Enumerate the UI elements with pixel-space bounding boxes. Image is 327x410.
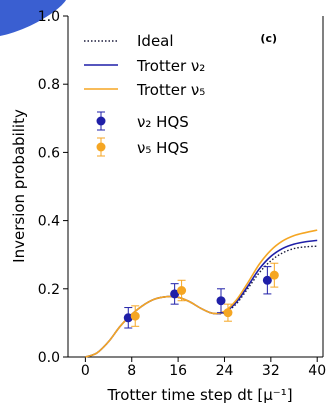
y-tick-label: 0.6 (38, 145, 60, 161)
x-axis-label: Trotter time step dt [μ⁻¹] (106, 386, 292, 404)
data-point (177, 286, 187, 296)
y-axis-label: Inversion probability (10, 109, 28, 263)
y-tick-label: 1.0 (38, 9, 60, 25)
legend-trotter-nu5-label: Trotter ν₅ (136, 81, 205, 99)
legend-nu2-hqs-label: ν₂ HQS (137, 113, 189, 131)
x-tick-label: 0 (81, 363, 90, 379)
errorbar-point-series4 (269, 262, 279, 288)
series-line-1 (85, 239, 318, 358)
header-band-fragment (0, 0, 66, 36)
errorbar-point-series4 (130, 305, 140, 327)
data-point (223, 308, 233, 318)
errorbar-point-series4 (177, 279, 187, 302)
errorbar-point-series4 (223, 303, 233, 322)
data-point (123, 313, 133, 323)
legend-nu2-hqs-marker (96, 111, 106, 131)
errorbar-point-series3 (262, 266, 272, 295)
series-line-2 (85, 229, 318, 358)
data-point (216, 296, 226, 306)
x-tick-label: 8 (127, 363, 136, 379)
series-line-0 (85, 245, 318, 358)
legend-nu5-hqs-label: ν₅ HQS (137, 139, 189, 157)
errorbar-point-series3 (216, 288, 226, 314)
x-tick-label: 32 (262, 363, 280, 379)
y-tick-label: 0.2 (38, 282, 60, 298)
x-tick-label: 16 (169, 363, 187, 379)
legend: Ideal Trotter ν₂ Trotter ν₅ ν₂ HQS ν₅ HQ… (84, 32, 205, 157)
x-tick-label: 24 (216, 363, 234, 379)
y-tick-label: 0.8 (38, 77, 60, 93)
data-point (262, 275, 272, 285)
legend-nu5-hqs-marker (96, 137, 106, 157)
errorbar-point-series3 (123, 307, 133, 329)
data-point (269, 270, 279, 280)
y-tick-label: 0.4 (38, 214, 60, 230)
data-point (130, 311, 140, 321)
chart-marks (85, 229, 318, 358)
legend-ideal-label: Ideal (137, 32, 174, 50)
errorbar-point-series3 (170, 283, 180, 305)
legend-trotter-nu2-label: Trotter ν₂ (136, 57, 205, 75)
x-tick-label: 40 (308, 363, 326, 379)
data-point (170, 289, 180, 299)
y-tick-label: 0.0 (38, 350, 60, 366)
panel-label: (c) (260, 32, 277, 45)
axes: 0 8 16 24 32 40 0.0 0.2 0.4 0.6 0.8 1.0 (38, 9, 326, 379)
